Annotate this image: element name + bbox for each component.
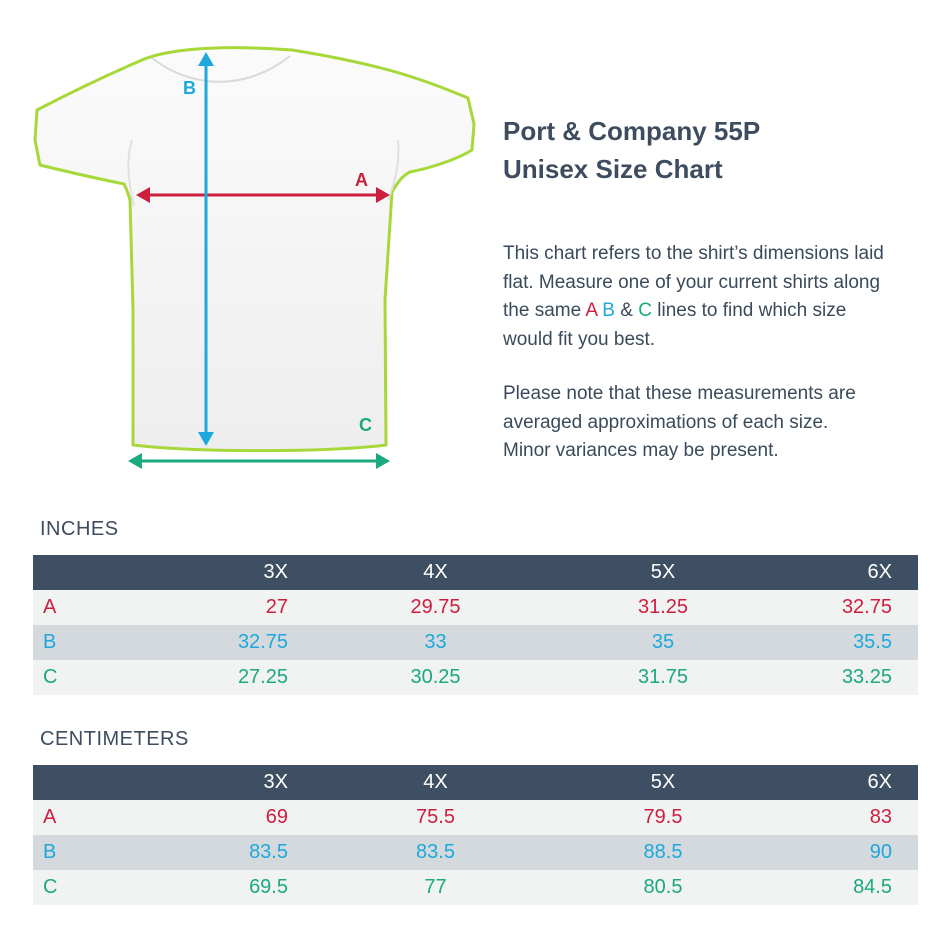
inches-section-label: INCHES [40,518,119,540]
table-header-row: 3X 4X 5X 6X [33,765,918,800]
table-row-c: C 69.5 77 80.5 84.5 [33,870,918,905]
inline-label-c: C [638,300,652,321]
size-header: 6X [867,771,892,793]
header-corner [33,765,83,800]
inline-ampersand: & [620,300,633,321]
table-cell: 31.25 [637,596,689,618]
centimeters-size-table: 3X 4X 5X 6X A 69 75.5 79.5 83 B 83.5 83.… [33,765,918,905]
measure-line-b [198,52,214,446]
table-cell: 69.5 [249,876,288,898]
header-corner [33,555,83,590]
table-row-a: A 27 29.75 31.25 32.75 [33,590,918,625]
table-cell: 84.5 [853,876,892,898]
table-cell: 33.25 [841,666,892,688]
table-cell: 32.75 [841,596,892,618]
table-cell: 29.75 [410,596,461,618]
table-cell: 90 [869,841,892,863]
note-paragraph: Please note that these measurements are … [503,380,933,466]
table-row-b: B 83.5 83.5 88.5 90 [33,835,918,870]
table-cell: 35.5 [853,631,892,653]
table-cell: 31.75 [637,666,689,688]
table-row-a: A 69 75.5 79.5 83 [33,800,918,835]
intro-line-3-pre: the same [503,300,586,321]
intro-line-3: the same A B & C lines to find which siz… [503,297,933,326]
table-cell: 88.5 [643,841,683,863]
size-header: 5X [650,771,676,793]
size-header: 5X [650,561,676,583]
note-line-2: averaged approximations of each size. [503,411,829,433]
table-cell: 83 [869,806,892,828]
size-header: 3X [263,561,288,583]
table-cell: 77 [424,876,447,898]
table-cell: 32.75 [237,631,288,653]
size-header: 6X [867,561,892,583]
table-cell: 30.25 [410,666,461,688]
row-key: C [43,666,58,688]
note-line-3: Minor variances may be present. [503,440,779,461]
label-a: A [355,170,368,190]
table-cell: 35 [651,631,675,653]
intro-line-2: flat. Measure one of your current shirts… [503,271,881,293]
label-c: C [359,415,372,435]
intro-line-3-post: lines to find which size [651,300,847,321]
intro-line-1: This chart refers to the shirt’s dimensi… [503,243,884,264]
measure-line-c [128,453,390,469]
page-title: Port & Company 55P Unisex Size Chart [503,112,760,188]
row-key: C [43,876,58,898]
collar-seam [151,55,291,83]
table-cell: 69 [265,806,288,828]
table-cell: 75.5 [416,806,455,828]
row-key: A [43,596,57,618]
row-key: A [43,806,57,828]
row-key: B [43,841,57,863]
table-cell: 27 [265,596,288,618]
intro-paragraph: This chart refers to the shirt’s dimensi… [503,240,933,354]
sleeve-seam-left [127,139,135,207]
intro-line-4: would fit you best. [503,328,656,350]
centimeters-section-label: CENTIMETERS [40,728,189,750]
shirt-outline [33,46,476,453]
title-line-2: Unisex Size Chart [503,154,723,184]
note-line-1: Please note that these measurements are [503,383,856,404]
inline-label-b: B [602,300,615,321]
table-cell: 80.5 [643,876,683,898]
inches-size-table: 3X 4X 5X 6X A 27 29.75 31.25 32.75 B 32.… [33,555,918,695]
inline-label-a: A [585,300,598,321]
size-header: 4X [423,771,448,793]
table-cell: 33 [424,631,447,653]
table-cell: 83.5 [416,841,455,863]
label-b: B [183,78,196,98]
measure-line-a [136,187,390,203]
table-cell: 83.5 [249,841,288,863]
table-row-c: C 27.25 30.25 31.75 33.25 [33,660,918,695]
table-cell: 79.5 [643,806,683,828]
shirt-diagram: A B C [33,46,476,469]
title-line-1: Port & Company 55P [503,116,761,146]
table-header-row: 3X 4X 5X 6X [33,555,918,590]
size-header: 3X [263,771,288,793]
table-cell: 27.25 [237,666,288,688]
table-row-b: B 32.75 33 35 35.5 [33,625,918,660]
row-key: B [43,631,57,653]
size-header: 4X [423,561,448,583]
